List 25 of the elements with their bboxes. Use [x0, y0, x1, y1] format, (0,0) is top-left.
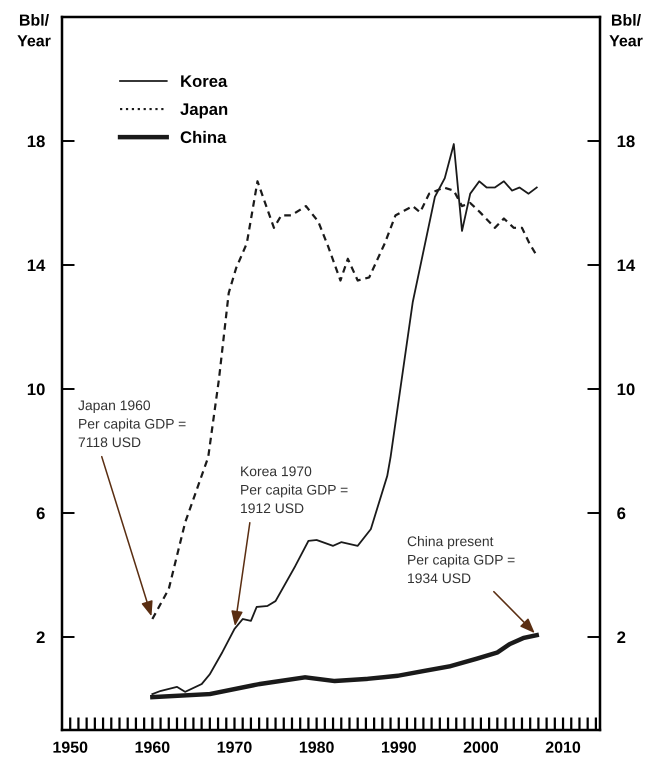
- y2-axis-title: Bbl/ Year: [609, 14, 643, 46]
- legend-label: China: [180, 130, 226, 144]
- y-tick-label: 10: [28, 383, 45, 396]
- y2-tick-label: 18: [618, 135, 635, 148]
- y-tick-label: 2: [36, 631, 45, 644]
- x-tick-label: 2000: [464, 742, 498, 753]
- annotation: Korea 1970 Per capita GDP = 1912 USD: [241, 466, 348, 514]
- y-tick-label: 6: [36, 507, 45, 520]
- x-tick-label: 1970: [218, 742, 252, 753]
- legend-label: Korea: [181, 75, 228, 88]
- y2-tick-label: 10: [618, 383, 635, 396]
- y2-tick-label: 14: [618, 260, 636, 272]
- x-tick-label: 1960: [136, 742, 170, 753]
- legend-label: Japan: [180, 103, 228, 118]
- y2-tick-label: 6: [617, 507, 626, 520]
- y-axis-title: Bbl/ Year: [17, 14, 51, 46]
- y-tick-label: 14: [28, 260, 46, 272]
- annotation: Japan 1960 Per capita GDP = 7118 USD: [78, 400, 186, 448]
- x-tick-label: 1950: [53, 742, 88, 753]
- annotation: China present Per capita GDP = 1934 USD: [408, 536, 515, 584]
- x-tick-label: 1980: [300, 742, 334, 753]
- y2-tick-label: 2: [617, 631, 626, 644]
- x-tick-label: 2010: [546, 742, 580, 753]
- y-tick-label: 18: [28, 135, 45, 148]
- x-tick-label: 1990: [382, 742, 416, 753]
